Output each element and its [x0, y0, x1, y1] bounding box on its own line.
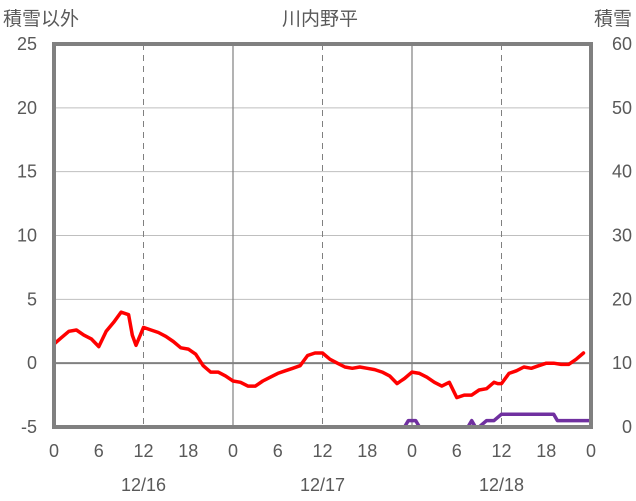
- plot-frame: [52, 42, 593, 429]
- left-tick-label: 10: [17, 226, 37, 246]
- x-tick-label: 0: [49, 441, 59, 461]
- x-tick-label: 6: [452, 441, 462, 461]
- left-tick-label: 5: [27, 289, 37, 309]
- left-tick-label: 25: [17, 34, 37, 54]
- x-tick-label: 18: [536, 441, 556, 461]
- right-tick-label: 50: [612, 98, 632, 118]
- left-tick-label: 20: [17, 98, 37, 118]
- x-tick-label: 12: [133, 441, 153, 461]
- left-tick-label: 15: [17, 162, 37, 182]
- x-tick-label: 18: [178, 441, 198, 461]
- right-tick-label: 10: [612, 353, 632, 373]
- right-tick-label: 0: [622, 417, 632, 437]
- left-axis-label: 積雪以外: [3, 8, 79, 30]
- right-tick-label: 60: [612, 34, 632, 54]
- right-axis-label: 積雪: [594, 8, 632, 30]
- left-tick-label: -5: [21, 417, 37, 437]
- x-tick-label: 6: [94, 441, 104, 461]
- grid: [54, 44, 591, 427]
- x-tick-label: 0: [407, 441, 417, 461]
- date-label: 12/16: [121, 475, 166, 495]
- x-tick-label: 0: [228, 441, 238, 461]
- right-tick-label: 40: [612, 162, 632, 182]
- chart-title: 川内野平: [282, 8, 358, 30]
- series-line-left: [52, 310, 586, 400]
- x-tick-label: 12: [312, 441, 332, 461]
- right-tick-label: 30: [612, 226, 632, 246]
- right-tick-label: 20: [612, 289, 632, 309]
- x-tick-label: 18: [357, 441, 377, 461]
- x-tick-label: 0: [586, 441, 596, 461]
- date-label: 12/18: [479, 475, 524, 495]
- x-tick-label: 6: [273, 441, 283, 461]
- date-label: 12/17: [300, 475, 345, 495]
- left-tick-label: 0: [27, 353, 37, 373]
- x-tick-label: 12: [491, 441, 511, 461]
